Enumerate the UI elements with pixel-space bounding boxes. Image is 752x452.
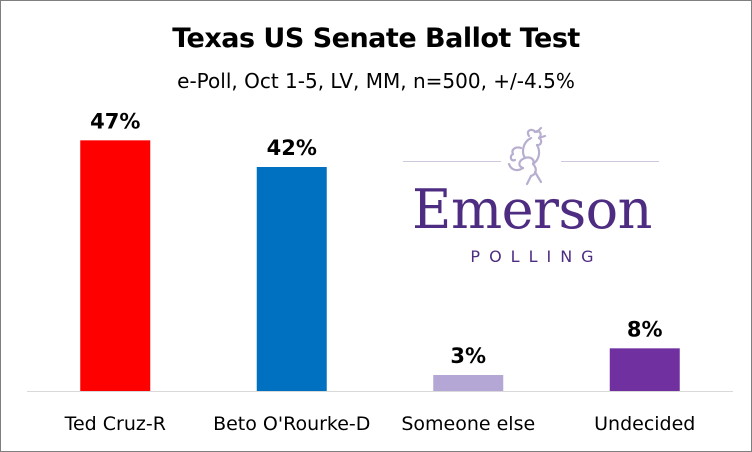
logo-subtext: POLLING bbox=[470, 247, 603, 266]
data-label-3: 3% bbox=[450, 344, 486, 368]
bars-group bbox=[80, 140, 680, 391]
chart-subtitle: e-Poll, Oct 1-5, LV, MM, n=500, +/-4.5% bbox=[177, 69, 575, 93]
lion-icon bbox=[501, 126, 561, 187]
data-labels-group: 47% 42% 3% 8% bbox=[90, 109, 662, 368]
category-label-1: Ted Cruz-R bbox=[64, 413, 166, 435]
data-label-1: 47% bbox=[90, 109, 140, 133]
bar-2 bbox=[256, 167, 327, 391]
data-label-4: 8% bbox=[627, 317, 663, 341]
logo-wordmark: Emerson bbox=[412, 178, 652, 241]
bar-4 bbox=[609, 348, 680, 391]
bar-3 bbox=[433, 375, 504, 391]
chart-title: Texas US Senate Ballot Test bbox=[172, 23, 580, 54]
data-label-2: 42% bbox=[267, 136, 317, 160]
category-label-4: Undecided bbox=[594, 413, 695, 435]
bar-1 bbox=[80, 140, 151, 391]
category-label-2: Beto O'Rourke-D bbox=[213, 413, 370, 435]
category-label-3: Someone else bbox=[401, 413, 535, 435]
emerson-polling-logo: Emerson POLLING bbox=[403, 126, 661, 271]
category-labels-group: Ted Cruz-R Beto O'Rourke-D Someone else Und… bbox=[64, 413, 696, 435]
